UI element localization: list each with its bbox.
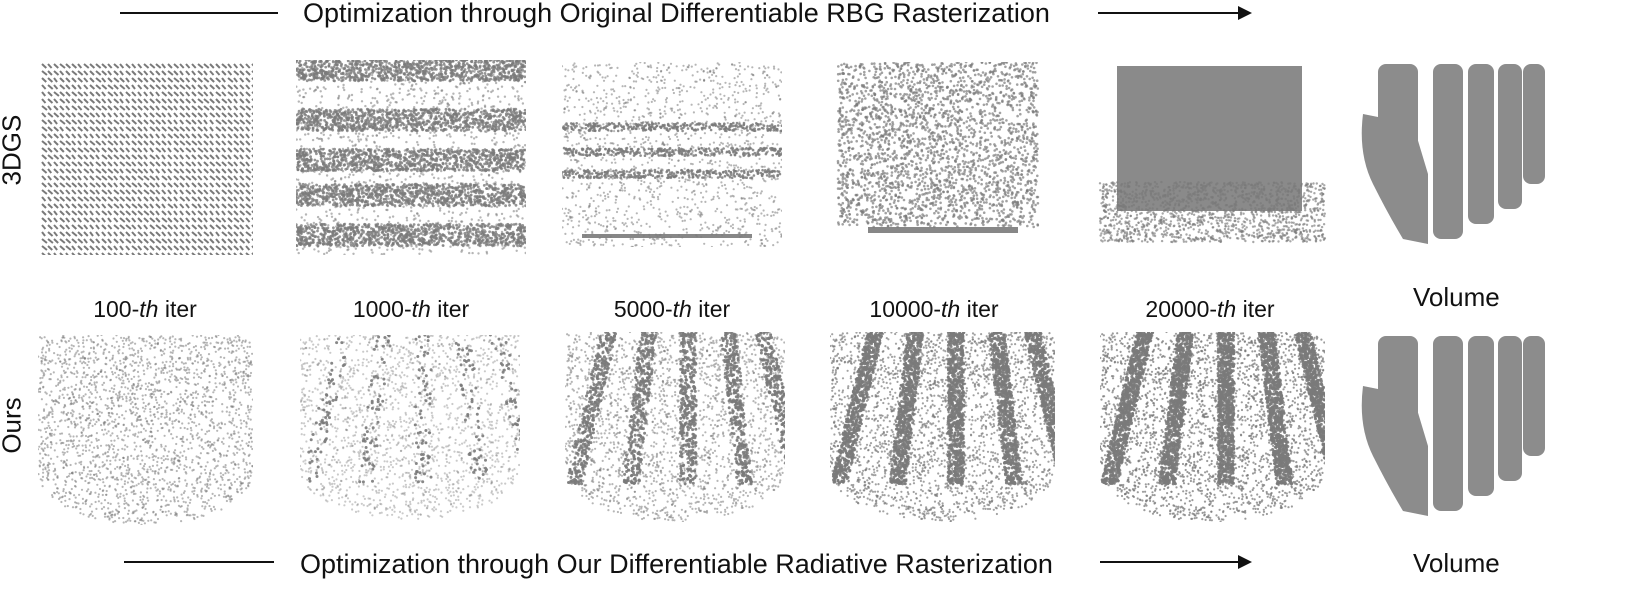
- point-cloud-3dgs-10000: [836, 62, 1040, 233]
- point-cloud-ours-10000: [830, 332, 1055, 522]
- row-label-3dgs: 3DGS: [0, 115, 28, 186]
- iter-label-100: 100-th iter: [25, 296, 265, 323]
- top-banner-text: Optimization through Original Differenti…: [303, 0, 1050, 29]
- row-label-ours: Ours: [0, 396, 28, 456]
- point-cloud-3dgs-100: [41, 63, 253, 255]
- panel-ours-10000: [830, 332, 1055, 522]
- iter-label-5000: 5000-th iter: [552, 296, 792, 323]
- panel-ours-100: [38, 335, 253, 525]
- volume-render-3dgs: [1361, 64, 1545, 244]
- bottom-banner: Optimization through Our Differentiable …: [0, 548, 1629, 588]
- point-cloud-3dgs-20000: [1098, 66, 1327, 244]
- bottom-banner-right-line: [1100, 561, 1238, 563]
- point-cloud-ours-20000: [1100, 332, 1325, 522]
- point-cloud-3dgs-1000: [296, 60, 526, 255]
- panel-3dgs-1000: [296, 60, 526, 255]
- panel-ours-volume: [1358, 336, 1563, 521]
- top-banner-right-line: [1098, 12, 1238, 14]
- point-cloud-ours-1000: [300, 335, 520, 520]
- top-banner-arrowhead: [1238, 6, 1252, 20]
- bottom-banner-text: Optimization through Our Differentiable …: [300, 548, 1053, 580]
- panel-3dgs-100: [38, 60, 253, 255]
- panel-3dgs-5000: [562, 62, 782, 247]
- panel-3dgs-10000: [818, 62, 1048, 247]
- point-cloud-ours-5000: [565, 332, 785, 522]
- panel-ours-20000: [1100, 332, 1325, 522]
- panel-ours-1000: [300, 335, 520, 520]
- bottom-banner-arrowhead: [1238, 555, 1252, 569]
- point-cloud-ours-100: [38, 335, 253, 525]
- volume-render-ours: [1361, 336, 1545, 516]
- panel-3dgs-20000: [1095, 62, 1330, 247]
- iter-label-1000: 1000-th iter: [291, 296, 531, 323]
- panel-ours-5000: [565, 332, 785, 522]
- iter-label-10000: 10000-th iter: [814, 296, 1054, 323]
- volume-label: Volume: [1413, 282, 1500, 313]
- volume-label-bottom: Volume: [1413, 548, 1500, 579]
- bottom-banner-left-line: [124, 561, 274, 563]
- panel-3dgs-volume: [1358, 64, 1563, 249]
- iter-label-20000: 20000-th iter: [1090, 296, 1330, 323]
- top-banner-left-line: [120, 12, 278, 14]
- point-cloud-3dgs-5000: [562, 62, 782, 247]
- top-banner: Optimization through Original Differenti…: [0, 0, 1629, 40]
